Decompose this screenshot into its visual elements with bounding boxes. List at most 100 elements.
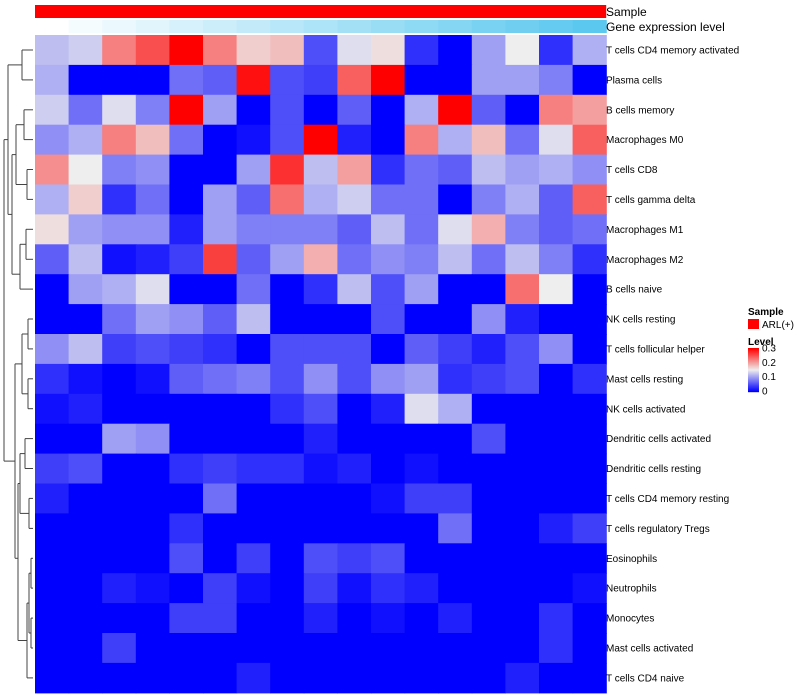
heatmap-cell [135,483,170,514]
heatmap-cell [404,94,439,126]
heatmap-cell [135,35,170,66]
heatmap-cell [539,244,574,275]
heatmap-cell [505,363,540,395]
heatmap-cell [572,334,607,365]
heatmap-cell [102,124,137,156]
heatmap-cell [337,393,372,425]
heatmap-cell [471,94,506,126]
heatmap-cell [303,483,338,514]
heatmap-cell [371,184,406,215]
heatmap-cell [35,184,70,215]
heatmap-cell [471,543,506,574]
heatmap-cell [102,423,137,455]
heatmap-cell [35,603,70,634]
heatmap-cell [572,633,607,664]
heatmap-cell [404,124,439,156]
heatmap-cell [270,35,305,66]
heatmap-cell [337,35,372,66]
heatmap-cell [68,453,103,485]
heatmap-cell [135,274,170,305]
level-legend-gradient-step [748,388,759,390]
heatmap-cell [102,64,137,96]
heatmap-cell [303,154,338,186]
heatmap-cell [505,334,540,365]
heatmap-cell [135,154,170,186]
heatmap-cell [404,244,439,275]
expression-level-cell [68,20,103,33]
heatmap-cell [371,483,406,514]
heatmap-cell [270,603,305,634]
heatmap-cell [371,244,406,275]
heatmap-cell [68,35,103,66]
heatmap-cell [505,453,540,485]
heatmap-cell [337,483,372,514]
sample-legend-label: ARL(+) [762,320,794,331]
heatmap-cell [539,334,574,365]
heatmap-cell [236,94,271,126]
heatmap-cell [471,513,506,544]
heatmap-cell [505,633,540,664]
level-legend-gradient-step [748,383,759,385]
heatmap-cell [68,483,103,514]
heatmap-cell [539,453,574,485]
row-label: Mast cells resting [606,374,683,385]
heatmap-cell [572,662,607,694]
heatmap-cell [35,423,70,455]
level-legend-gradient-step [748,381,759,383]
row-label: T cells CD4 naive [606,673,685,684]
heatmap-cell [438,513,473,544]
heatmap-cell [303,35,338,66]
expression-level-cell [270,20,305,33]
heatmap-cell [337,154,372,186]
row-label: T cells CD4 memory activated [606,45,739,56]
heatmap-cell [572,35,607,66]
heatmap-cell [135,393,170,425]
heatmap-cell [270,64,305,96]
heatmap-cell [371,363,406,395]
level-legend-tick: 0.2 [762,358,776,369]
level-legend-gradient-step [748,391,759,393]
heatmap-cell [337,453,372,485]
heatmap-cell [35,543,70,574]
level-legend-gradient-step [748,376,759,378]
level-legend-gradient-step [748,361,759,363]
heatmap-cell [505,304,540,335]
heatmap-cell [539,513,574,544]
heatmap-cell [438,334,473,365]
heatmap-cells [35,35,607,694]
level-legend-gradient-step [748,358,759,360]
heatmap-cell [236,244,271,275]
heatmap-cell [471,304,506,335]
heatmap-cell [404,453,439,485]
heatmap-cell [35,513,70,544]
heatmap-cell [169,64,204,96]
heatmap-cell [303,513,338,544]
heatmap-cell [572,274,607,305]
heatmap-cell [203,214,238,245]
heatmap-cell [371,662,406,694]
level-legend-tick: 0 [762,387,768,398]
heatmap-cell [35,214,70,245]
heatmap-cell [404,513,439,544]
heatmap-cell [102,334,137,365]
level-legend-gradient-step [748,369,759,371]
heatmap-cell [438,603,473,634]
heatmap-cell [471,662,506,694]
heatmap-cell [35,274,70,305]
heatmap-cell [539,304,574,335]
row-label: Macrophages M1 [606,225,684,236]
heatmap-cell [303,363,338,395]
heatmap-cell [572,244,607,275]
heatmap-cell [270,184,305,215]
heatmap-cell [572,543,607,574]
heatmap-cell [371,304,406,335]
heatmap-cell [438,483,473,514]
level-legend-gradient-step [748,386,759,388]
heatmap-cell [572,573,607,604]
heatmap-cell [438,214,473,245]
heatmap-cell [404,603,439,634]
heatmap-cell [68,543,103,574]
row-label: Dendritic cells resting [606,464,701,475]
heatmap-cell [135,184,170,215]
